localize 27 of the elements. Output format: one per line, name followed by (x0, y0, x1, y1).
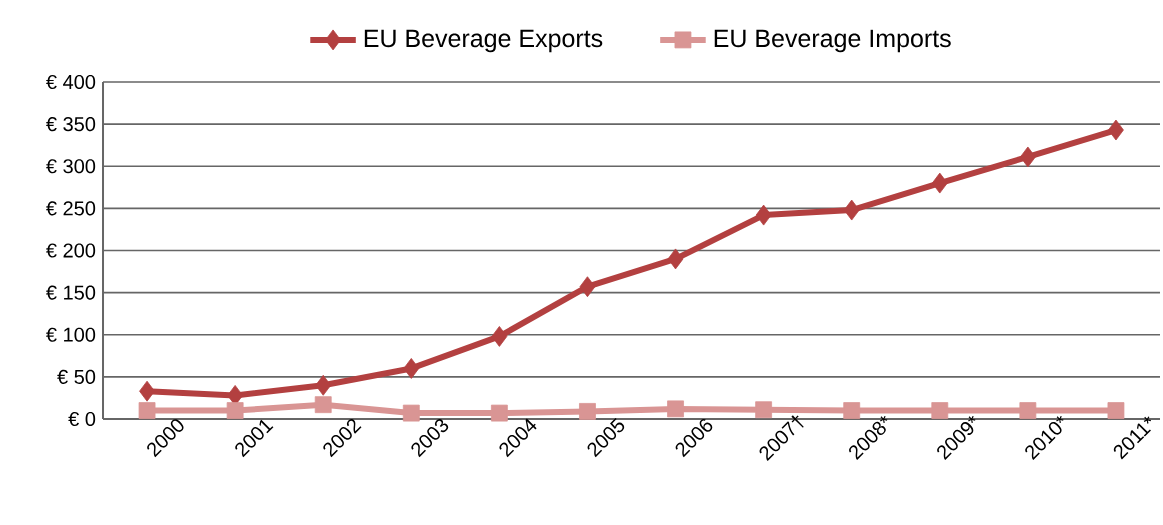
point (579, 276, 596, 298)
point (491, 326, 508, 347)
y-tick-label: € 100 (46, 327, 96, 342)
point (755, 204, 772, 226)
y-tick-label: € 250 (46, 201, 96, 216)
point (667, 248, 684, 270)
y-tick-label: € 350 (46, 117, 96, 132)
legend-label: EU Beverage Imports (714, 29, 951, 53)
y-tick-label: € 400 (46, 74, 96, 90)
point (138, 402, 156, 419)
point (139, 380, 155, 402)
point (843, 199, 860, 221)
point (403, 358, 420, 379)
point (1019, 146, 1036, 168)
y-tick-label: € 300 (46, 159, 96, 174)
point (314, 396, 332, 414)
point (226, 402, 244, 419)
point (579, 403, 596, 420)
y-tick-label: € 50 (57, 369, 96, 384)
y-tick-label: € 200 (46, 243, 96, 258)
point (1108, 119, 1124, 141)
point (667, 400, 684, 418)
point (315, 374, 332, 396)
point (931, 172, 948, 194)
legend-label: EU Beverage Exports (364, 29, 603, 53)
y-tick-label: € 0 (68, 411, 96, 427)
y-tick-label: € 150 (46, 285, 96, 300)
